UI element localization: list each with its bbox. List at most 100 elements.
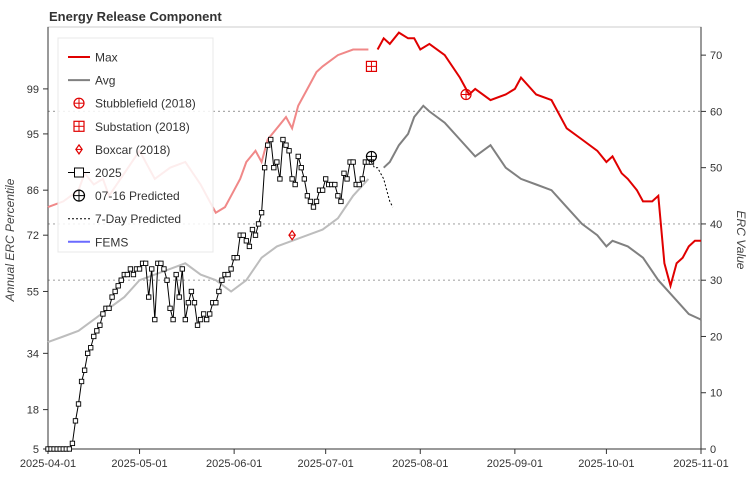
left-tick-label: 86 (27, 185, 39, 197)
series-2025-point (200, 311, 207, 317)
legend-label: Max (95, 51, 118, 65)
right-tick-label: 30 (710, 275, 722, 287)
series-2025-point (304, 193, 311, 199)
max-line (376, 31, 701, 290)
legend-item: Max (68, 51, 118, 65)
series-2025-point (118, 277, 124, 283)
series-2025-point (228, 266, 234, 272)
x-tick-label: 2025-04-01 (20, 458, 76, 470)
legend-box (57, 37, 214, 253)
series-2025-point (213, 300, 219, 306)
right-tick-label: 40 (710, 219, 722, 231)
right-axis-title: ERC Value (734, 211, 748, 270)
series-2025-point (72, 418, 79, 424)
series-2025-point (277, 176, 283, 182)
series-2025-point (115, 283, 121, 289)
series-2025-point (197, 316, 204, 323)
series-2025-point (332, 181, 338, 188)
series-2025-point (298, 165, 304, 171)
x-tick-label: 2025-09-01 (487, 458, 543, 470)
boxcar-marker-shape (288, 229, 296, 241)
legend-label: 07-16 Predicted (95, 189, 180, 203)
series-2025-point (286, 148, 292, 154)
series-2025-point (344, 176, 350, 182)
legend-boxcar-swatch-shape (75, 143, 83, 155)
series-2025-point (106, 305, 112, 311)
x-tick-label: 2025-08-01 (392, 458, 448, 470)
series-2025-point (289, 176, 295, 182)
series-2025-point (225, 271, 231, 278)
series-2025-point (234, 255, 240, 261)
series-2025-point (85, 350, 91, 356)
series-2025-point (261, 165, 268, 171)
legend-item: 2025 (68, 166, 122, 180)
series-2025-point (359, 176, 365, 182)
legend-substation-swatch (73, 120, 85, 132)
legend-item: Avg (68, 74, 115, 88)
series-2025-point (124, 271, 130, 278)
series-2025-point (265, 142, 271, 148)
legend-item: Stubblefield (2018) (73, 97, 196, 111)
series-2025-point (109, 294, 115, 300)
series-2025-point (152, 316, 158, 323)
series-2025-point (258, 210, 265, 216)
legend: Max Avg Stubblefield (2018) Substation (201… (57, 37, 214, 253)
series-2025-point (127, 266, 134, 272)
boxcar-marker (288, 229, 296, 241)
series-2025-point (136, 266, 143, 272)
series-2025-point (170, 316, 176, 323)
series-2025-point (341, 170, 347, 176)
series-2025-point (338, 198, 344, 205)
series-2025-point (310, 204, 317, 210)
left-tick-label: 5 (33, 444, 39, 456)
series-2025-point (81, 367, 88, 373)
x-tick-label: 2025-05-01 (111, 458, 167, 470)
series-2025-point (301, 176, 307, 182)
series-2025-point (78, 378, 85, 385)
legend-label: Substation (2018) (95, 120, 190, 134)
legend-boxcar-swatch (75, 143, 83, 155)
legend-label: 7-Day Predicted (95, 212, 181, 226)
legend-stubblefield-swatch (73, 97, 85, 109)
series-2025-point (97, 322, 103, 328)
series-2025-point (142, 260, 149, 266)
series-2025-point (295, 153, 301, 160)
series-2025-point (112, 288, 118, 295)
plot-area: 2025-04-01 2025-05-01 2025-06-01 2025-07-01… (20, 26, 729, 470)
legend-2025-swatch (74, 167, 84, 178)
series-2025-point (243, 238, 249, 244)
x-tick-label: 2025-06-01 (206, 458, 262, 470)
series-2025-point (88, 345, 94, 351)
right-tick-label: 50 (710, 163, 722, 175)
series-2025-point (75, 401, 82, 407)
series-2025-point (219, 277, 225, 283)
legend-item: FEMS (68, 235, 128, 249)
series-2025-point (176, 294, 182, 300)
series-2025-point (204, 316, 210, 323)
series-2025-point (164, 277, 170, 283)
series-2025-point (335, 193, 341, 199)
left-tick-label: 55 (27, 286, 39, 298)
legend-item: Substation (2018) (73, 120, 190, 134)
series-2025-point (179, 266, 185, 272)
series-2025-point (66, 446, 73, 452)
series-2025-point (271, 165, 277, 171)
series-2025-point (307, 198, 314, 205)
series-2025-point (158, 260, 164, 266)
legend-label: Avg (95, 74, 115, 88)
series-2025-point (255, 221, 262, 227)
left-tick-label: 34 (27, 348, 39, 360)
series-2025-point (323, 176, 329, 182)
series-2025-point (319, 187, 326, 193)
series-2025-point (185, 300, 192, 306)
series-2025-point (356, 181, 362, 188)
series-2025-point (268, 136, 274, 143)
series-2025-point (91, 333, 97, 340)
series-2025-point (194, 322, 201, 328)
series-2025-point (313, 198, 320, 205)
series-2025-point (182, 316, 188, 323)
left-tick-label: 99 (27, 84, 39, 96)
series-2025-point (173, 271, 179, 278)
series-2025-point (292, 181, 298, 188)
